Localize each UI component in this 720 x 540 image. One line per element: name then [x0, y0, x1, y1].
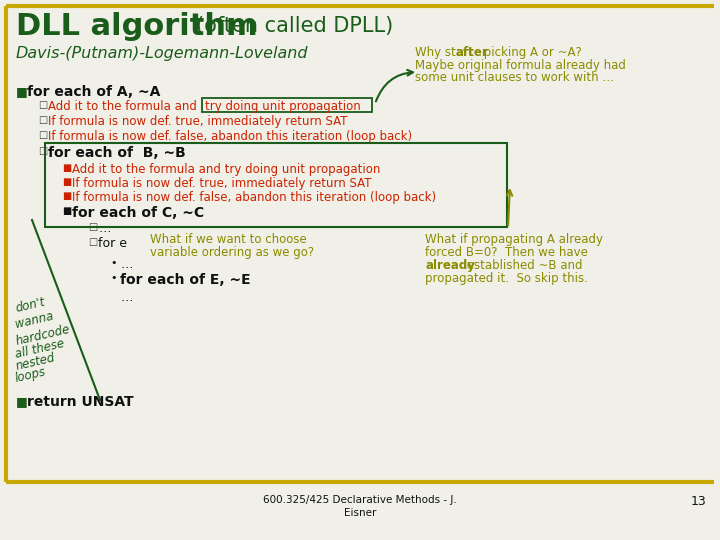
Text: •: •	[110, 273, 117, 283]
Text: loops: loops	[14, 365, 48, 384]
Text: for each of  B, ~B: for each of B, ~B	[48, 146, 186, 160]
Text: ■: ■	[16, 85, 28, 98]
Text: …: …	[120, 291, 132, 304]
Text: Eisner: Eisner	[344, 508, 376, 518]
Text: □: □	[38, 130, 48, 140]
Text: all these: all these	[14, 337, 66, 361]
Text: DLL algorithm: DLL algorithm	[16, 12, 258, 41]
Text: Add it to the formula and: Add it to the formula and	[48, 100, 197, 113]
Text: some unit clauses to work with …: some unit clauses to work with …	[415, 71, 614, 84]
Text: Add it to the formula and try doing unit propagation: Add it to the formula and try doing unit…	[72, 163, 380, 176]
Text: after: after	[456, 46, 489, 59]
Text: ■: ■	[62, 163, 71, 173]
Text: If formula is now def. true, immediately return SAT: If formula is now def. true, immediately…	[48, 115, 348, 128]
Text: ■: ■	[62, 206, 71, 216]
Text: ■: ■	[16, 395, 28, 408]
Text: for each of A, ~A: for each of A, ~A	[27, 85, 161, 99]
Text: already: already	[425, 259, 475, 272]
Text: 13: 13	[690, 495, 706, 508]
Text: don't: don't	[14, 295, 46, 314]
Text: for each of C, ~C: for each of C, ~C	[72, 206, 204, 220]
Text: …: …	[98, 222, 110, 235]
Text: 600.325/425 Declarative Methods - J.: 600.325/425 Declarative Methods - J.	[263, 495, 457, 505]
Text: •: •	[110, 258, 117, 268]
Text: If formula is now def. false, abandon this iteration (loop back): If formula is now def. false, abandon th…	[72, 191, 436, 204]
Text: variable ordering as we go?: variable ordering as we go?	[150, 246, 314, 259]
Text: …: …	[120, 258, 132, 271]
Text: return UNSAT: return UNSAT	[27, 395, 134, 409]
Text: What if we want to choose: What if we want to choose	[150, 233, 307, 246]
Text: Davis-(Putnam)-Logemann-Loveland: Davis-(Putnam)-Logemann-Loveland	[16, 46, 308, 61]
Text: ■: ■	[62, 177, 71, 187]
Text: for e: for e	[98, 237, 127, 250]
Text: try doing unit propagation: try doing unit propagation	[205, 100, 361, 113]
Text: □: □	[88, 222, 97, 232]
Text: wanna: wanna	[14, 309, 55, 330]
Text: hardcode: hardcode	[14, 323, 71, 348]
Text: Why start: Why start	[415, 46, 477, 59]
Text: □: □	[38, 115, 48, 125]
Text: □: □	[38, 100, 48, 110]
Text: (often called DPLL): (often called DPLL)	[196, 16, 393, 36]
Text: What if propagating A already: What if propagating A already	[425, 233, 603, 246]
Text: picking A or ~A?: picking A or ~A?	[480, 46, 582, 59]
Text: □: □	[88, 237, 97, 247]
Text: forced B=0?  Then we have: forced B=0? Then we have	[425, 246, 588, 259]
Text: propagated it.  So skip this.: propagated it. So skip this.	[425, 272, 588, 285]
Text: If formula is now def. false, abandon this iteration (loop back): If formula is now def. false, abandon th…	[48, 130, 412, 143]
Text: Maybe original formula already had: Maybe original formula already had	[415, 59, 626, 72]
Text: for each of E, ~E: for each of E, ~E	[120, 273, 251, 287]
Text: If formula is now def. true, immediately return SAT: If formula is now def. true, immediately…	[72, 177, 372, 190]
Text: □: □	[38, 146, 48, 156]
Text: nested: nested	[14, 351, 56, 373]
Text: established ~B and: established ~B and	[463, 259, 582, 272]
Text: ■: ■	[62, 191, 71, 201]
